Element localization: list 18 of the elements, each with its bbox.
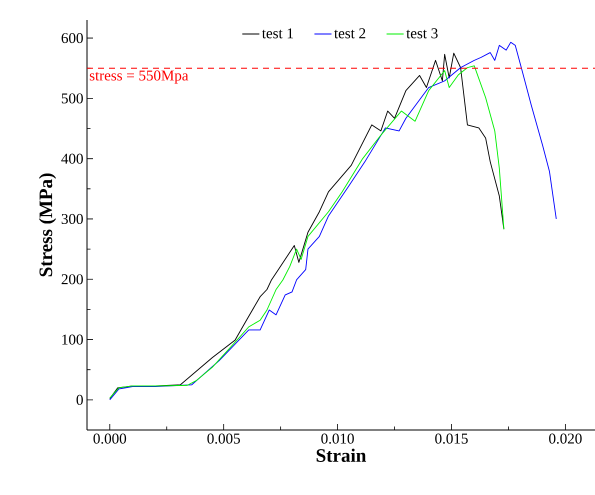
x-tick-label: 0.015 xyxy=(435,434,468,444)
y-axis-title: Stress (MPa) xyxy=(38,174,56,276)
legend-label: test 1 xyxy=(262,28,294,38)
x-tick-label: 0.020 xyxy=(549,434,582,444)
x-tick-label: 0.010 xyxy=(321,434,354,444)
y-tick-label: 600 xyxy=(62,33,83,44)
x-tick-label: 0.005 xyxy=(207,434,240,444)
x-tick-label: 0.000 xyxy=(93,434,126,444)
y-tick-label: 500 xyxy=(62,93,83,104)
y-tick-label: 0 xyxy=(76,394,83,405)
y-tick-label: 400 xyxy=(61,154,83,164)
ref-line-label: stress = 550Mpa xyxy=(90,70,188,84)
y-tick-label: 100 xyxy=(62,334,83,345)
legend-label: test 2 xyxy=(334,28,366,38)
legend-label: test 3 xyxy=(406,28,438,38)
y-tick-label: 300 xyxy=(62,214,83,224)
y-tick-label: 200 xyxy=(62,274,83,284)
x-axis-title: Strain xyxy=(316,448,366,462)
